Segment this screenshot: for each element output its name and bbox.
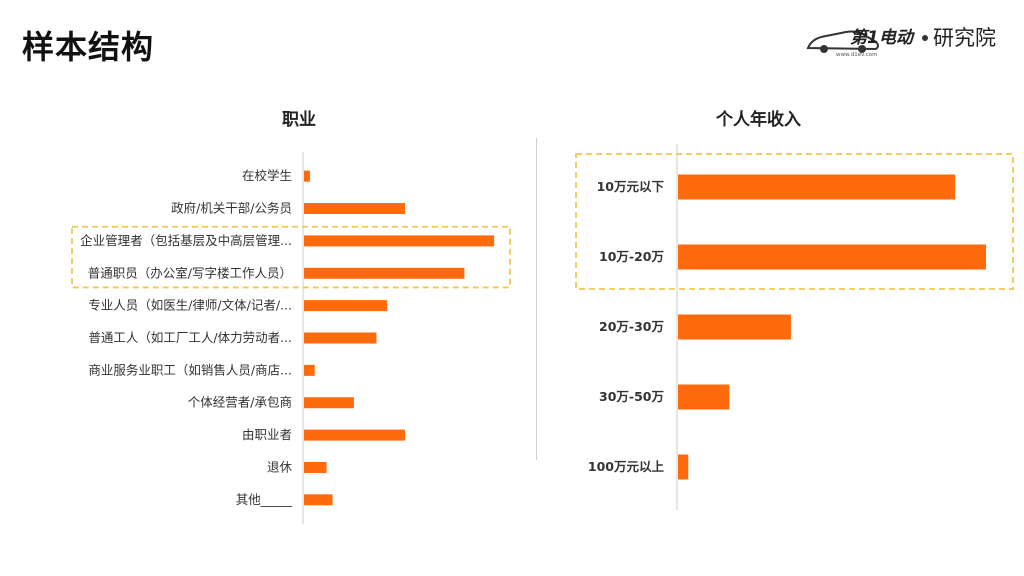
occupation-bar [304, 267, 465, 279]
chart-title-occupation: 职业 [282, 110, 316, 130]
logo-suffix-text: 研究院 [933, 26, 996, 50]
income-bar [678, 314, 791, 340]
income-bar [678, 174, 956, 200]
income-highlight-box [575, 153, 1014, 290]
page-title: 样本结构 [22, 28, 155, 66]
income-bar [678, 384, 730, 410]
chart-title-income: 个人年收入 [716, 110, 801, 130]
occupation-bar [304, 364, 315, 376]
income-category-label: 100万元以上 [588, 459, 665, 474]
occupation-bar [304, 332, 377, 344]
occupation-category-label: 在校学生 [242, 168, 292, 183]
occupation-bar [304, 235, 495, 247]
income-category-label: 10万-20万 [599, 249, 664, 264]
occupation-category-label: 由职业者 [242, 427, 292, 442]
car-icon [806, 30, 879, 53]
logo-brand-text: 第1电动 [850, 28, 916, 48]
occupation-bar [304, 397, 354, 409]
occupation-category-label: 普通职员（办公室/写字楼工作人员） [88, 265, 292, 280]
brand-logo: 第1电动 www.d1ev.com 研究院 [806, 26, 996, 58]
income-bar [678, 244, 986, 270]
occupation-category-label: 普通工人（如工厂工人/体力劳动者... [88, 330, 292, 345]
income-category-label: 30万-50万 [599, 389, 664, 404]
occupation-category-label: 其他_____ [236, 492, 293, 507]
occupation-bar [304, 300, 388, 312]
occupation-bar [304, 429, 405, 441]
occupation-category-label: 专业人员（如医生/律师/文体/记者/... [88, 298, 292, 313]
occupation-category-label: 企业管理者（包括基层及中高层管理... [80, 233, 292, 248]
occupation-category-label: 个体经营者/承包商 [188, 395, 292, 410]
income-category-label: 10万元以下 [597, 179, 665, 194]
occupation-bar [304, 170, 310, 182]
logo-dot [922, 35, 928, 41]
occupation-bar [304, 203, 405, 215]
chart-divider [536, 138, 537, 460]
occupation-bar [304, 461, 327, 473]
income-category-label: 20万-30万 [599, 319, 664, 334]
logo-url-text: www.d1ev.com [836, 52, 877, 58]
occupation-category-label: 退休 [267, 459, 293, 474]
occupation-bar [304, 494, 333, 506]
income-bar [678, 454, 689, 480]
occupation-category-label: 政府/机关干部/公务员 [171, 201, 292, 216]
occupation-category-label: 商业服务业职工（如销售人员/商店... [88, 362, 292, 377]
